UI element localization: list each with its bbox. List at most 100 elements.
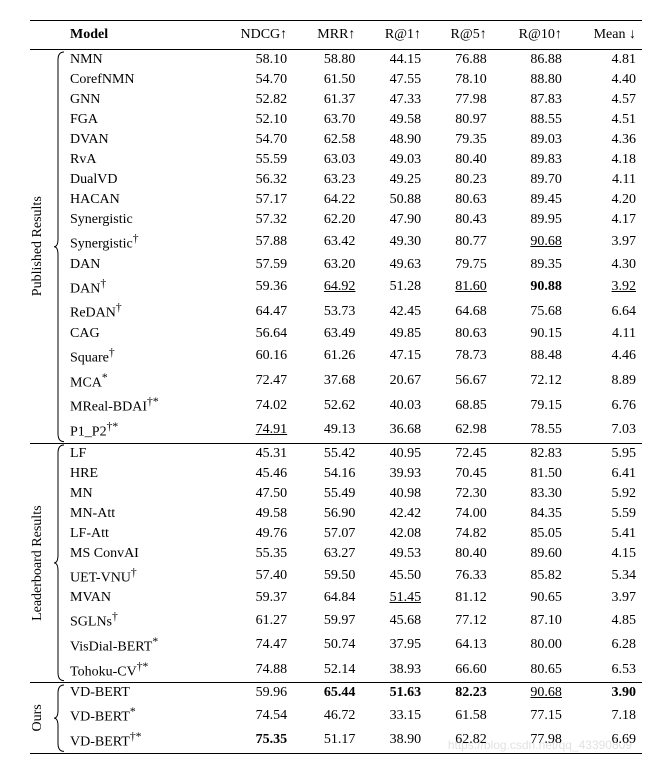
metric-cell: 82.23 (427, 683, 493, 704)
metric-cell: 80.63 (427, 190, 493, 210)
metric-cell: 80.00 (493, 633, 568, 658)
metric-cell: 87.10 (493, 608, 568, 633)
metric-cell: 49.63 (361, 255, 427, 275)
metric-cell: 61.58 (427, 703, 493, 728)
metric-cell: 74.82 (427, 524, 493, 544)
metric-cell: 6.28 (568, 633, 642, 658)
metric-cell: 49.25 (361, 170, 427, 190)
metric-cell: 20.67 (361, 369, 427, 394)
metric-cell: 50.74 (293, 633, 361, 658)
metric-cell: 51.28 (361, 275, 427, 300)
table-row: VisDial-BERT*74.4750.7437.9564.1380.006.… (30, 633, 642, 658)
metric-cell: 88.80 (493, 70, 568, 90)
metric-cell: 37.68 (293, 369, 361, 394)
metric-cell: 57.17 (213, 190, 293, 210)
metric-cell: 89.03 (493, 130, 568, 150)
metric-cell: 81.50 (493, 464, 568, 484)
model-name: DualVD (30, 170, 213, 190)
table-row: HRE45.4654.1639.9370.4581.506.41 (30, 464, 642, 484)
model-name: VD-BERT* (30, 703, 213, 728)
metric-cell: 3.92 (568, 275, 642, 300)
table-row: VD-BERT*74.5446.7233.1561.5877.157.18 (30, 703, 642, 728)
model-name: RvA (30, 150, 213, 170)
metric-cell: 56.67 (427, 369, 493, 394)
metric-cell: 40.98 (361, 484, 427, 504)
metric-cell: 4.30 (568, 255, 642, 275)
metric-cell: 49.03 (361, 150, 427, 170)
metric-cell: 57.32 (213, 210, 293, 230)
metric-cell: 90.88 (493, 275, 568, 300)
metric-cell: 4.20 (568, 190, 642, 210)
metric-cell: 6.64 (568, 299, 642, 324)
metric-cell: 66.60 (427, 658, 493, 683)
table-row: Square†60.1661.2647.1578.7388.484.46 (30, 344, 642, 369)
metric-cell: 64.84 (293, 588, 361, 608)
metric-cell: 63.42 (293, 230, 361, 255)
model-name: UET-VNU† (30, 564, 213, 589)
metric-cell: 51.45 (361, 588, 427, 608)
metric-cell: 63.03 (293, 150, 361, 170)
metric-cell: 33.15 (361, 703, 427, 728)
metric-cell: 74.91 (213, 418, 293, 443)
metric-cell: 64.68 (427, 299, 493, 324)
metric-cell: 42.42 (361, 504, 427, 524)
metric-cell: 78.73 (427, 344, 493, 369)
metric-cell: 56.90 (293, 504, 361, 524)
metric-cell: 3.97 (568, 230, 642, 255)
metric-cell: 80.43 (427, 210, 493, 230)
metric-cell: 55.35 (213, 544, 293, 564)
metric-cell: 62.58 (293, 130, 361, 150)
metric-cell: 70.45 (427, 464, 493, 484)
metric-cell: 47.50 (213, 484, 293, 504)
metric-cell: 74.00 (427, 504, 493, 524)
metric-cell: 74.02 (213, 393, 293, 418)
metric-cell: 80.97 (427, 110, 493, 130)
metric-cell: 55.42 (293, 443, 361, 464)
metric-cell: 4.85 (568, 608, 642, 633)
model-name: MCA* (30, 369, 213, 394)
table-row: ReDAN†64.4753.7342.4564.6875.686.64 (30, 299, 642, 324)
model-name: Square† (30, 344, 213, 369)
metric-cell: 4.15 (568, 544, 642, 564)
metric-cell: 45.68 (361, 608, 427, 633)
metric-cell: 68.85 (427, 393, 493, 418)
col-metric: R@10↑ (493, 21, 568, 50)
metric-cell: 3.90 (568, 683, 642, 704)
metric-cell: 63.23 (293, 170, 361, 190)
metric-cell: 80.40 (427, 544, 493, 564)
metric-cell: 59.37 (213, 588, 293, 608)
table-row: LF-Att49.7657.0742.0874.8285.055.41 (30, 524, 642, 544)
metric-cell: 4.81 (568, 50, 642, 71)
metric-cell: 5.41 (568, 524, 642, 544)
metric-cell: 47.90 (361, 210, 427, 230)
model-name: MS ConvAI (30, 544, 213, 564)
metric-cell: 4.46 (568, 344, 642, 369)
metric-cell: 90.68 (493, 230, 568, 255)
metric-cell: 62.98 (427, 418, 493, 443)
model-name: VD-BERT (30, 683, 213, 704)
metric-cell: 55.49 (293, 484, 361, 504)
metric-cell: 46.72 (293, 703, 361, 728)
model-name: VD-BERT†* (30, 728, 213, 753)
metric-cell: 64.47 (213, 299, 293, 324)
metric-cell: 49.13 (293, 418, 361, 443)
metric-cell: 7.18 (568, 703, 642, 728)
model-name: MReal-BDAI†* (30, 393, 213, 418)
table-row: Tohoku-CV†*74.8852.1438.9366.6080.656.53 (30, 658, 642, 683)
metric-cell: 63.49 (293, 324, 361, 344)
metric-cell: 80.65 (493, 658, 568, 683)
metric-cell: 38.93 (361, 658, 427, 683)
table-row: DAN57.5963.2049.6379.7589.354.30 (30, 255, 642, 275)
model-name: FGA (30, 110, 213, 130)
model-name: MVAN (30, 588, 213, 608)
metric-cell: 61.27 (213, 608, 293, 633)
metric-cell: 89.45 (493, 190, 568, 210)
model-name: HACAN (30, 190, 213, 210)
metric-cell: 59.97 (293, 608, 361, 633)
metric-cell: 51.17 (293, 728, 361, 753)
metric-cell: 84.35 (493, 504, 568, 524)
table-row: DVAN54.7062.5848.9079.3589.034.36 (30, 130, 642, 150)
metric-cell: 88.48 (493, 344, 568, 369)
metric-cell: 4.11 (568, 170, 642, 190)
model-name: MN (30, 484, 213, 504)
